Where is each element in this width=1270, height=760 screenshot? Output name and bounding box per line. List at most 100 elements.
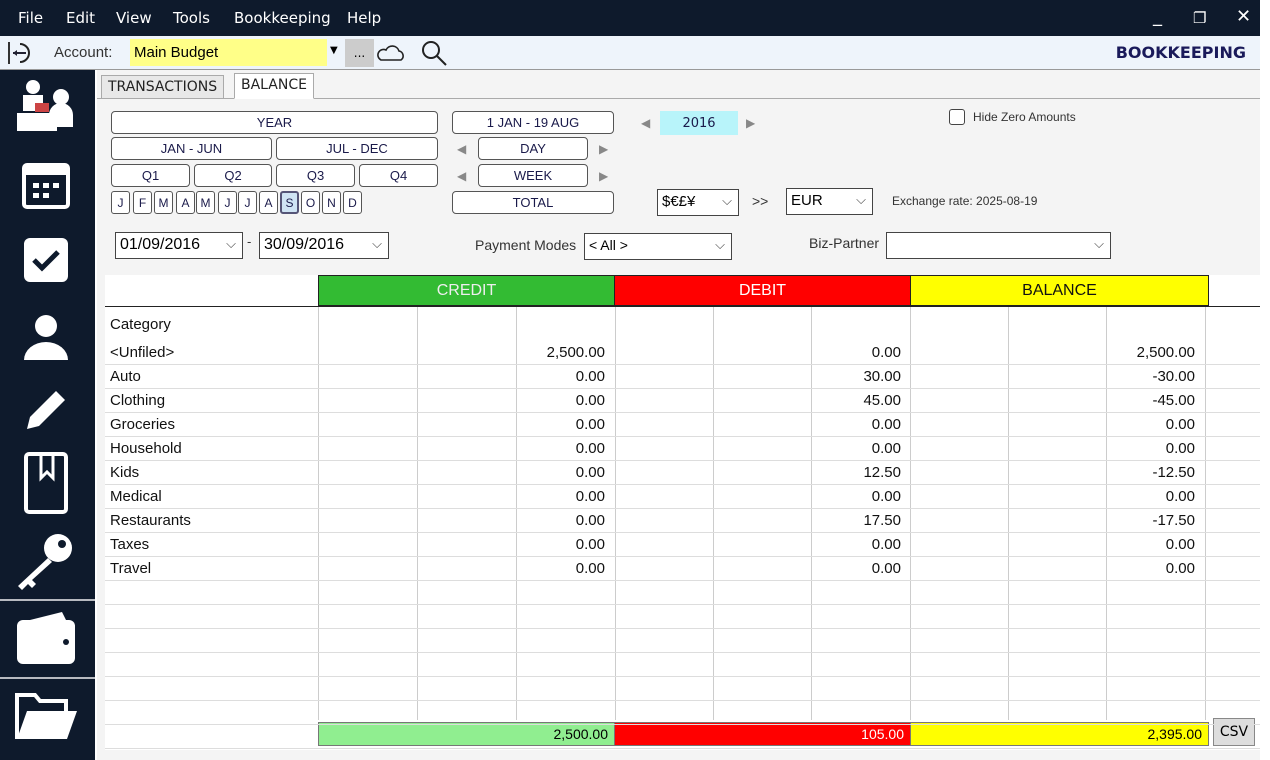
sidebar-item-tasks[interactable] — [14, 230, 78, 290]
close-icon[interactable]: ✕ — [1236, 6, 1252, 27]
month-button-5[interactable]: M — [196, 191, 215, 214]
hide-zero-checkbox[interactable] — [949, 109, 965, 125]
sidebar-item-wallet[interactable] — [14, 607, 78, 667]
month-button-11[interactable]: N — [322, 191, 341, 214]
sidebar-item-files[interactable] — [14, 685, 78, 745]
table-row[interactable]: Household 0.00 0.00 0.00 — [105, 438, 1260, 462]
month-button-10[interactable]: O — [301, 191, 320, 214]
day-button[interactable]: DAY — [478, 137, 588, 160]
menu-edit[interactable]: Edit — [66, 9, 96, 27]
month-button-7[interactable]: J — [238, 191, 257, 214]
week-button[interactable]: WEEK — [478, 164, 588, 187]
sidebar-item-notes[interactable] — [14, 380, 78, 440]
table-row[interactable]: Groceries 0.00 0.00 0.00 — [105, 414, 1260, 438]
minimize-icon[interactable]: _ — [1153, 6, 1162, 27]
table-row[interactable]: Travel 0.00 0.00 0.00 — [105, 558, 1260, 582]
sidebar-item-passwords[interactable] — [14, 530, 78, 590]
sidebar-item-calendar[interactable] — [14, 154, 78, 214]
debit-cell: 0.00 — [871, 344, 901, 361]
row-divider — [105, 556, 1260, 557]
category-cell: Travel — [110, 560, 152, 577]
search-icon[interactable] — [420, 39, 448, 67]
payment-modes-select[interactable]: < All > ⌵ — [584, 233, 732, 260]
month-button-8[interactable]: A — [259, 191, 278, 214]
row-divider — [105, 700, 1260, 701]
chevron-down-icon: ⌵ — [372, 236, 382, 251]
ytd-button[interactable]: 1 JAN - 19 AUG — [452, 111, 614, 134]
table-row[interactable]: Restaurants 0.00 17.50 -17.50 — [105, 510, 1260, 534]
restore-icon[interactable]: ❐ — [1193, 9, 1207, 27]
month-button-1[interactable]: J — [111, 191, 130, 214]
category-cell: Auto — [110, 368, 141, 385]
month-button-12[interactable]: D — [343, 191, 362, 214]
menu-bookkeeping[interactable]: Bookkeeping — [234, 9, 331, 27]
year-button[interactable]: YEAR — [111, 111, 438, 134]
more-button[interactable]: ... — [345, 39, 374, 67]
checkbox-icon — [24, 238, 68, 282]
category-cell: Restaurants — [110, 512, 191, 529]
day-next-icon[interactable]: ▶ — [599, 142, 609, 156]
sidebar-item-bookmarks[interactable] — [14, 452, 78, 514]
menu-view[interactable]: View — [116, 9, 152, 27]
q4-button[interactable]: Q4 — [359, 164, 438, 187]
month-button-6[interactable]: J — [218, 191, 237, 214]
chevron-down-icon: ⌵ — [1094, 236, 1104, 251]
exchange-rate-label: Exchange rate: 2025-08-19 — [892, 194, 1038, 208]
tab-transactions[interactable]: TRANSACTIONS — [101, 75, 225, 99]
q2-button[interactable]: Q2 — [194, 164, 272, 187]
csv-export-button[interactable]: CSV — [1213, 718, 1255, 746]
menu-file[interactable]: File — [18, 9, 44, 27]
cloud-icon[interactable] — [376, 42, 406, 64]
credit-cell: 0.00 — [575, 560, 605, 577]
calendar-icon — [22, 163, 70, 209]
month-button-4[interactable]: A — [176, 191, 195, 214]
date-from-picker[interactable]: 01/09/2016 ⌵ — [115, 232, 243, 259]
currency-from-select[interactable]: $€£¥ ⌵ — [657, 189, 739, 216]
debit-cell: 12.50 — [863, 464, 901, 481]
total-button[interactable]: TOTAL — [452, 191, 614, 214]
jul-dec-button[interactable]: JUL - DEC — [276, 137, 438, 160]
account-select[interactable]: Main Budget — [130, 39, 327, 66]
table-row[interactable]: Medical 0.00 0.00 0.00 — [105, 486, 1260, 510]
table-row[interactable]: Taxes 0.00 0.00 0.00 — [105, 534, 1260, 558]
q3-button[interactable]: Q3 — [276, 164, 355, 187]
table-row[interactable]: Clothing 0.00 45.00 -45.00 — [105, 390, 1260, 414]
month-button-2[interactable]: F — [133, 191, 152, 214]
year-prev-icon[interactable]: ◀ — [641, 116, 651, 130]
menu-tools[interactable]: Tools — [173, 9, 210, 27]
year-next-icon[interactable]: ▶ — [746, 116, 756, 130]
sidebar-item-partners[interactable] — [14, 76, 78, 136]
table-row[interactable]: <Unfiled> 2,500.00 0.00 2,500.00 — [105, 342, 1260, 366]
column-divider — [615, 307, 616, 720]
sidebar-item-contacts[interactable] — [14, 307, 78, 367]
q1-button[interactable]: Q1 — [111, 164, 190, 187]
tab-balance[interactable]: BALANCE — [234, 73, 314, 99]
year-value: 2016 — [660, 111, 738, 135]
menu-help[interactable]: Help — [347, 9, 382, 27]
currency-to-select[interactable]: EUR ⌵ — [786, 188, 873, 215]
sidebar-divider — [0, 599, 95, 601]
logout-icon[interactable] — [6, 40, 36, 66]
convert-arrow: >> — [752, 193, 769, 209]
balance-header: BALANCE — [910, 275, 1209, 306]
folder-open-icon — [15, 693, 77, 739]
week-prev-icon[interactable]: ◀ — [457, 169, 467, 183]
jan-jun-button[interactable]: JAN - JUN — [111, 137, 272, 160]
currency-from-value: $€£¥ — [662, 193, 696, 210]
table-row[interactable]: Auto 0.00 30.00 -30.00 — [105, 366, 1260, 390]
book-icon — [24, 452, 68, 514]
month-button-9[interactable]: S — [280, 191, 299, 214]
week-next-icon[interactable]: ▶ — [599, 169, 609, 183]
day-prev-icon[interactable]: ◀ — [457, 142, 467, 156]
row-divider — [105, 532, 1260, 533]
balance-cell: 0.00 — [1165, 536, 1195, 553]
month-button-3[interactable]: M — [154, 191, 173, 214]
row-divider — [105, 484, 1260, 485]
balance-cell: -12.50 — [1152, 464, 1195, 481]
date-to-picker[interactable]: 30/09/2016 ⌵ — [259, 232, 389, 259]
biz-partner-select[interactable]: ⌵ — [886, 232, 1111, 259]
credit-cell: 2,500.00 — [546, 344, 605, 361]
table-row[interactable]: Kids 0.00 12.50 -12.50 — [105, 462, 1260, 486]
debit-cell: 0.00 — [871, 416, 901, 433]
account-dropdown-icon[interactable]: ▼ — [330, 45, 338, 56]
